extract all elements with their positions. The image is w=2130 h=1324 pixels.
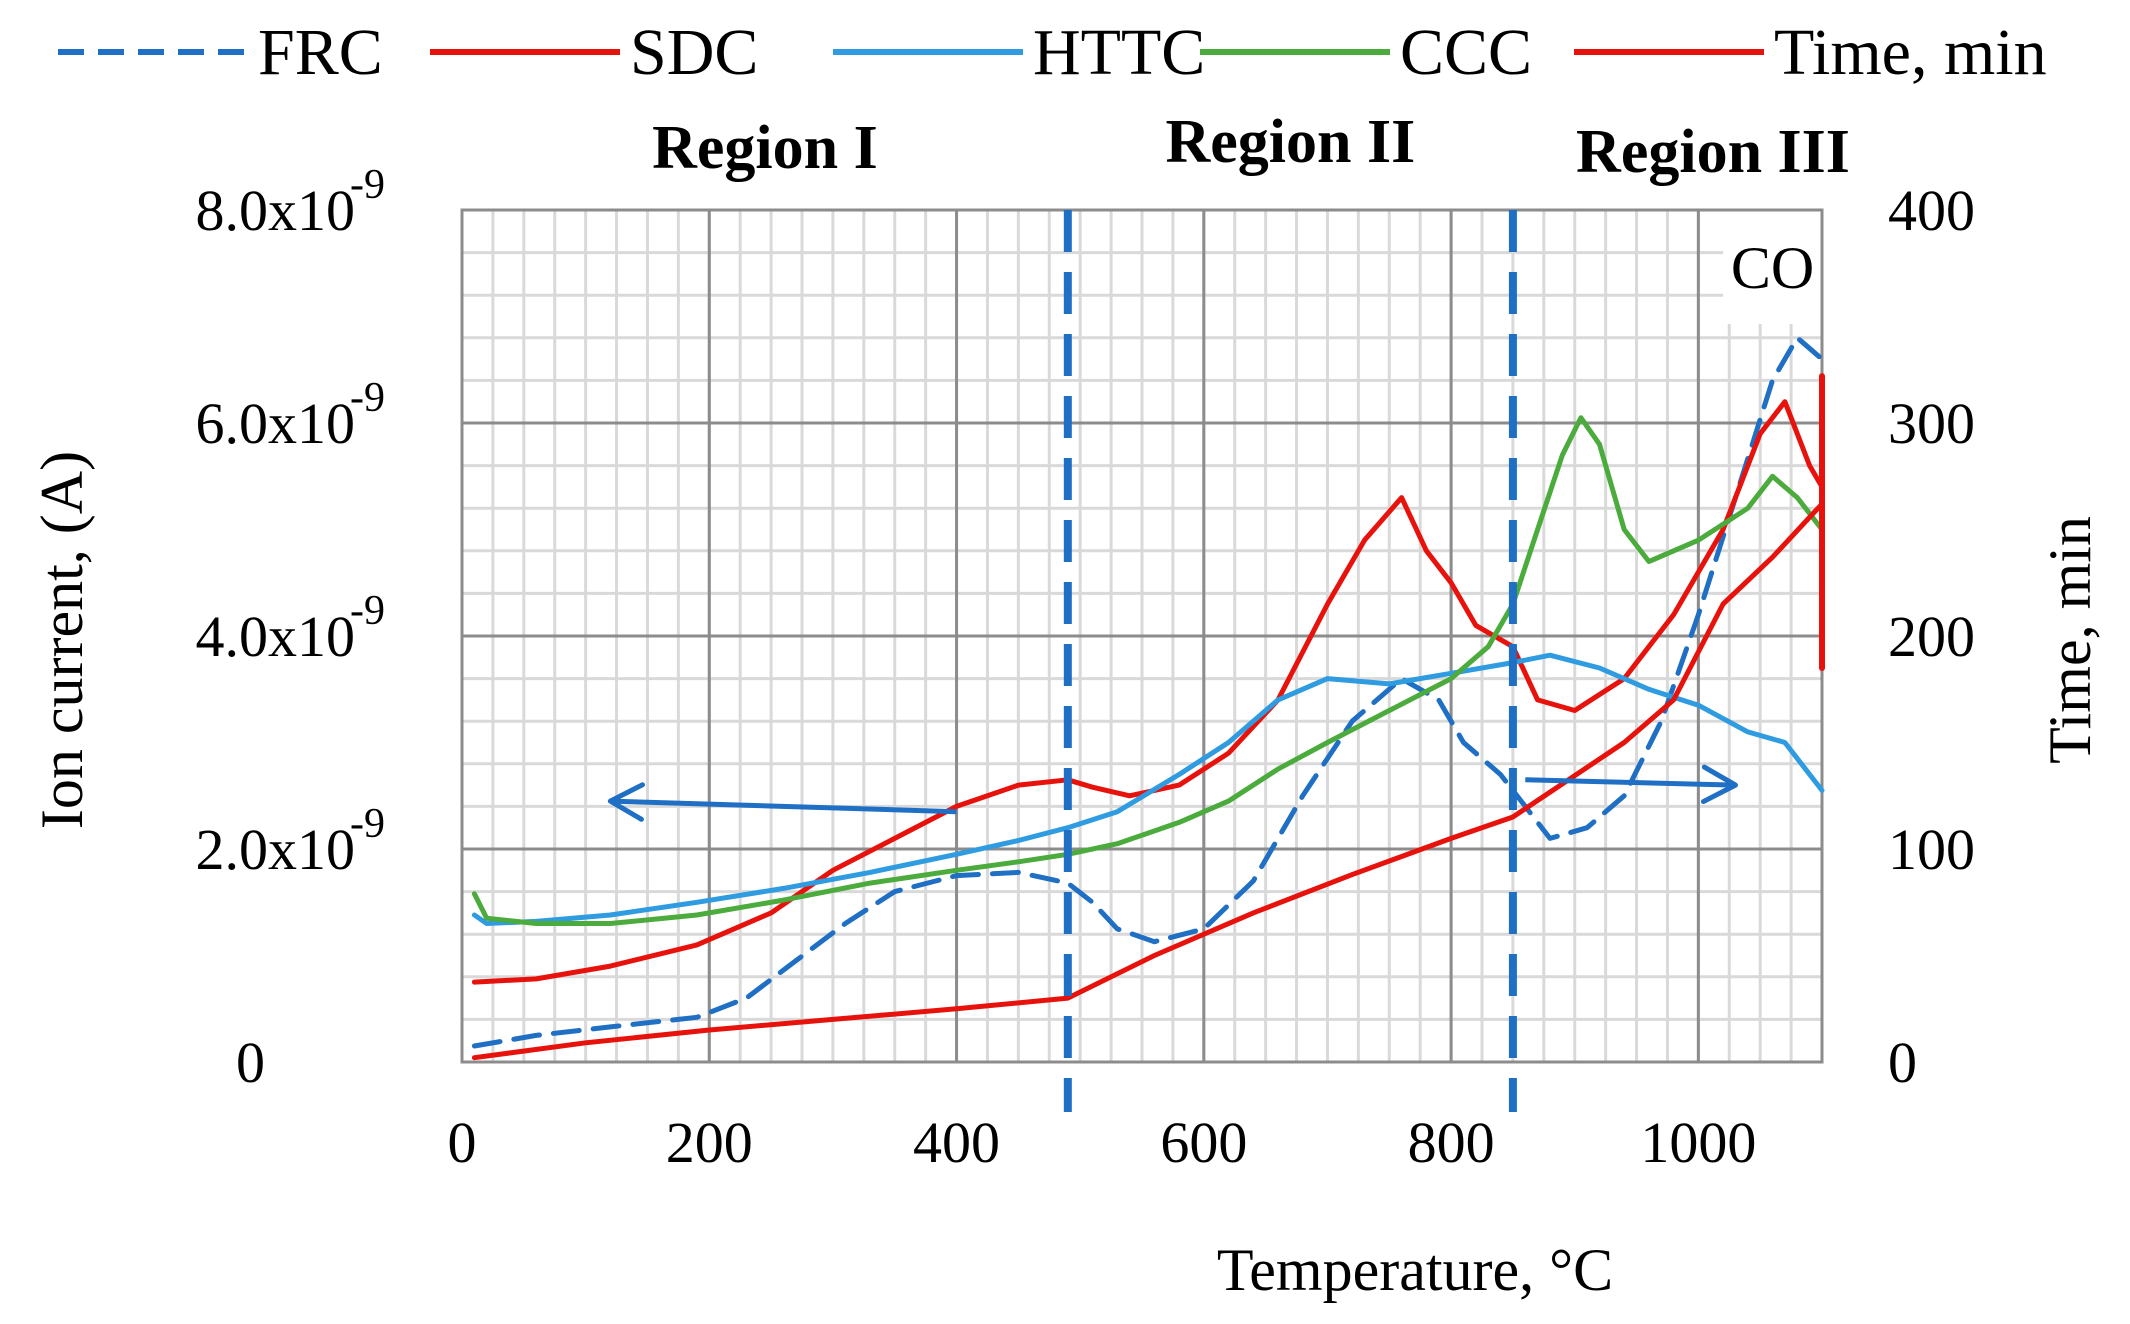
- x-axis-title: Temperature, °C: [1217, 1237, 1613, 1303]
- y2-tick-label: 300: [1888, 391, 1975, 456]
- y-tick-exponent: -9: [350, 375, 385, 421]
- y2-tick-labels: 0 100 200 300 400: [1888, 178, 1975, 1095]
- co-annotation: CO: [1731, 235, 1814, 301]
- legend-label: HTTC: [1033, 16, 1205, 89]
- y-tick-label: 6.0x10: [196, 391, 356, 456]
- y-tick-labels: 02.0x10-94.0x10-96.0x10-98.0x10-9: [196, 162, 386, 1095]
- region-label: Region II: [1165, 108, 1415, 176]
- legend-label: Time, min: [1774, 16, 2047, 89]
- legend-label: CCC: [1400, 16, 1532, 89]
- series-layer: [471, 335, 1825, 1061]
- x-tick-label: 800: [1408, 1110, 1495, 1175]
- x-tick-label: 1000: [1640, 1110, 1756, 1175]
- y2-axis-title: Time, min: [2037, 516, 2103, 764]
- x-tick-label: 200: [666, 1110, 753, 1175]
- legend-label: FRC: [258, 16, 383, 89]
- y-tick-label: 0: [236, 1030, 265, 1095]
- legend: FRC SDC HTTC CCC Time, min: [58, 16, 2047, 89]
- arrow-shaft: [610, 798, 957, 815]
- y2-tick-label: 100: [1888, 817, 1975, 882]
- y2-tick-label: 0: [1888, 1030, 1917, 1095]
- x-tick-label: 400: [913, 1110, 1000, 1175]
- series-httc: [471, 652, 1825, 926]
- series-sdc: [471, 399, 1825, 985]
- legend-label: SDC: [630, 16, 758, 89]
- y-axis-title: Ion current, (A): [29, 451, 95, 829]
- x-tick-labels: 0 200 400 600 800 1000: [448, 1110, 1757, 1175]
- series-ccc: [471, 415, 1825, 926]
- y-tick-exponent: -9: [350, 162, 385, 208]
- y-tick-exponent: -9: [350, 588, 385, 634]
- y-tick-label: 2.0x10: [196, 817, 356, 882]
- series-time-min: [471, 501, 1825, 1061]
- series-frc: [471, 335, 1825, 1049]
- x-tick-label: 600: [1160, 1110, 1247, 1175]
- y2-tick-label: 400: [1888, 178, 1975, 243]
- region-label: Region I: [652, 114, 878, 182]
- x-tick-label: 0: [448, 1110, 477, 1175]
- y-tick-label: 8.0x10: [196, 178, 356, 243]
- co-annotation-box: [1723, 206, 1824, 324]
- region-label: Region III: [1576, 118, 1850, 186]
- arrows: [607, 764, 1738, 822]
- y2-tick-label: 200: [1888, 604, 1975, 669]
- region-labels: Region I Region II Region III: [652, 108, 1850, 186]
- arrow-head: [1700, 764, 1738, 805]
- region-boundaries: [1063, 210, 1517, 1112]
- arrow-shaft: [1525, 777, 1736, 788]
- y-tick-label: 4.0x10: [196, 604, 356, 669]
- y-tick-exponent: -9: [350, 801, 385, 847]
- arrow-head: [607, 782, 645, 822]
